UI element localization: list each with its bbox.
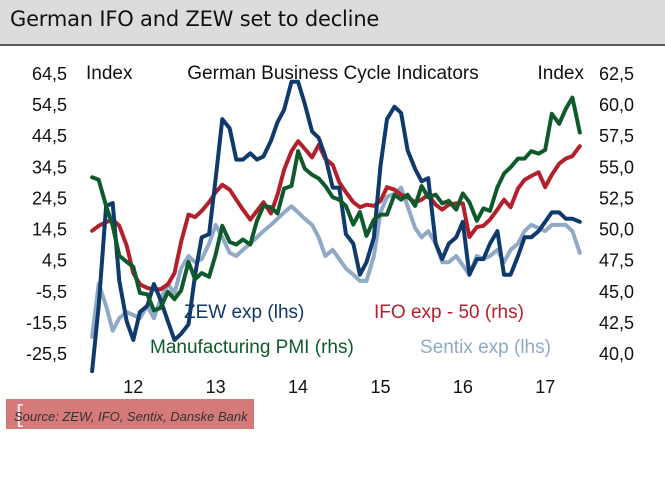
chart-title: German Business Cycle Indicators (187, 63, 478, 84)
header-divider (0, 44, 665, 46)
right-tick-label: 45,0 (599, 282, 634, 302)
left-tick-label: -5,5 (36, 282, 67, 302)
left-tick-label: 34,5 (32, 157, 67, 177)
right-tick-label: 50,0 (599, 220, 634, 240)
left-tick-label: 54,5 (32, 95, 67, 115)
left-tick-label: 14,5 (32, 220, 67, 240)
right-tick-label: 60,0 (599, 95, 634, 115)
x-tick-label: 14 (288, 377, 308, 397)
x-tick-label: 16 (453, 377, 473, 397)
legend-zew: ZEW exp (lhs) (184, 302, 304, 323)
right-axis: 62,5 60,0 57,5 55,0 52,5 50,0 47,5 45,0 42,5 40,0 (599, 64, 634, 364)
right-tick-label: 47,5 (599, 251, 634, 271)
left-tick-label: 24,5 (32, 188, 67, 208)
series-line (90, 95, 582, 313)
x-axis: 12 13 14 15 16 17 (123, 377, 555, 397)
series-line (90, 79, 582, 374)
legend-ifo: IFO exp - 50 (rhs) (374, 302, 524, 323)
right-tick-label: 42,5 (599, 313, 634, 333)
series-line (90, 185, 582, 339)
footer: [ www.instaforex.com ] Source: ZEW, IFO,… (0, 397, 665, 488)
x-tick-label: 13 (206, 377, 226, 397)
chart: 64,5 54,5 44,5 34,5 24,5 14,5 4,5 -5,5 -15,5 -25,… (26, 63, 634, 397)
x-tick-label: 15 (370, 377, 390, 397)
legend-pmi: Manufacturing PMI (rhs) (150, 337, 354, 358)
left-tick-label: -25,5 (26, 344, 67, 364)
left-tick-label: -15,5 (26, 313, 67, 333)
right-tick-label: 52,5 (599, 188, 634, 208)
right-tick-label: 40,0 (599, 344, 634, 364)
legend-sentix: Sentix exp (lhs) (420, 337, 551, 358)
x-tick-label: 17 (535, 377, 555, 397)
left-tick-label: 64,5 (32, 64, 67, 84)
source-note: Source: ZEW, IFO, Sentix, Danske Bank (14, 409, 248, 424)
right-tick-label: 62,5 (599, 64, 634, 84)
series-line (90, 139, 582, 292)
page-title: German IFO and ZEW set to decline (10, 7, 380, 31)
left-axis-label: Index (86, 63, 133, 84)
left-axis: 64,5 54,5 44,5 34,5 24,5 14,5 4,5 -5,5 -15,5 -25,… (26, 64, 67, 364)
header-bar: German IFO and ZEW set to decline (0, 0, 665, 44)
left-tick-label: 4,5 (42, 251, 67, 271)
right-tick-label: 55,0 (599, 157, 634, 177)
right-axis-label: Index (538, 63, 585, 84)
series-lines (90, 79, 582, 374)
x-tick-label: 12 (123, 377, 143, 397)
right-tick-label: 57,5 (599, 126, 634, 146)
left-tick-label: 44,5 (32, 126, 67, 146)
